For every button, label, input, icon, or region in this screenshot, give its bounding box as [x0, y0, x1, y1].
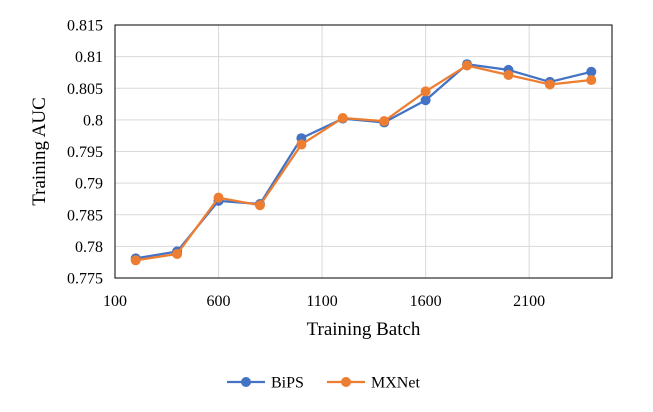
data-point-mxnet: [420, 86, 431, 97]
y-tick-label: 0.785: [67, 207, 103, 224]
data-point-mxnet: [544, 79, 555, 90]
series-group: [130, 59, 597, 266]
x-axis-ticks: 100 600 1100 1600 2100: [103, 293, 545, 310]
legend-point-marker: [341, 377, 351, 387]
data-point-mxnet: [379, 116, 390, 127]
legend-label: MXNet: [371, 375, 420, 392]
data-point-bips: [586, 66, 597, 77]
data-point-mxnet: [503, 69, 514, 80]
y-axis-title: Training AUC: [29, 97, 50, 206]
legend-item-bips: BiPS: [227, 375, 304, 392]
x-axis-title: Training Batch: [307, 319, 421, 340]
legend: BiPS MXNet: [227, 375, 420, 392]
series-line-bips: [135, 63, 592, 260]
y-tick-label: 0.815: [67, 18, 103, 35]
data-point-mxnet: [172, 248, 183, 259]
y-tick-label: 0.8: [83, 112, 103, 129]
y-tick-label: 0.805: [67, 81, 103, 98]
series-bips: [130, 59, 597, 264]
data-point-mxnet: [337, 112, 348, 123]
series-mxnet: [130, 60, 597, 266]
data-point-bips: [420, 95, 431, 106]
y-axis-ticks: 0.775 0.78 0.785 0.79 0.795 0.8 0.805 0.81 0.815: [67, 18, 103, 288]
y-tick-label: 0.775: [67, 271, 103, 288]
x-tick-label: 1600: [410, 293, 442, 310]
y-tick-label: 0.795: [67, 144, 103, 161]
legend-label: BiPS: [271, 375, 304, 392]
data-point-mxnet: [462, 60, 473, 71]
x-tick-label: 100: [103, 293, 127, 310]
data-point-mxnet: [213, 192, 224, 203]
data-point-mxnet: [130, 255, 141, 266]
plot-area-frame: [114, 24, 613, 279]
y-tick-label: 0.81: [75, 49, 103, 66]
x-tick-label: 1100: [306, 293, 337, 310]
y-tick-label: 0.79: [75, 176, 103, 193]
x-tick-label: 2100: [513, 293, 545, 310]
legend-point-marker: [241, 377, 251, 387]
data-point-mxnet: [254, 200, 265, 211]
y-tick-label: 0.78: [75, 239, 103, 256]
legend-item-mxnet: MXNet: [327, 375, 420, 392]
data-point-mxnet: [586, 75, 597, 86]
gridlines: [114, 24, 612, 279]
series-line-mxnet: [135, 64, 592, 262]
x-tick-label: 600: [207, 293, 231, 310]
data-point-mxnet: [296, 139, 307, 150]
